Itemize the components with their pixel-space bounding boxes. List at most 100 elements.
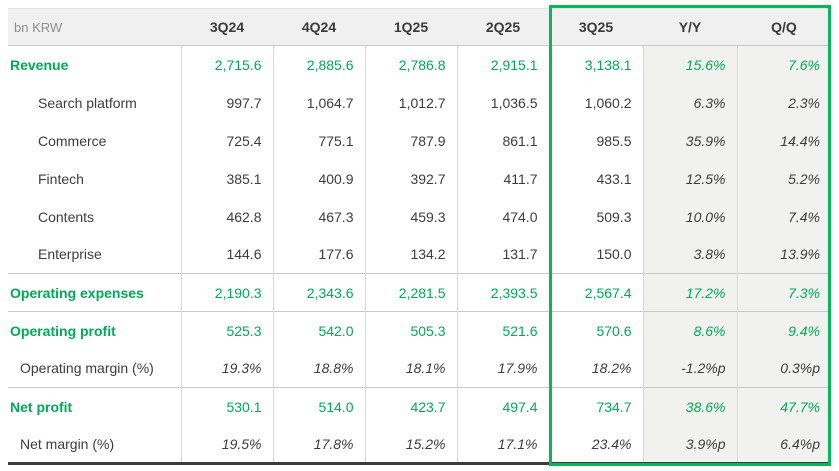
cell-2q25: 1,036.5: [456, 83, 549, 122]
cell-4q24: 177.6: [272, 235, 365, 274]
cell-3q25: 18.2%: [548, 349, 643, 388]
cell-3q25: 150.0: [548, 235, 643, 274]
cell-qq: 47.7%: [736, 387, 831, 426]
cell-3q24: 2,190.3: [180, 273, 273, 312]
cell-yy: 3.8%: [642, 235, 737, 274]
row-label: Operating margin (%): [8, 349, 181, 388]
cell-2q25: 411.7: [456, 159, 549, 198]
cell-2q25: 521.6: [456, 311, 549, 350]
table-row: Enterprise 144.6 177.6 134.2 131.7 150.0 3.8% 1…: [8, 235, 831, 274]
cell-2q25: 2,915.1: [456, 45, 549, 84]
cell-qq: 7.4%: [736, 197, 831, 236]
column-header-3q24: 3Q24: [181, 8, 273, 46]
cell-qq: 5.2%: [736, 159, 831, 198]
column-header-qoq: Q/Q: [737, 8, 831, 46]
cell-3q24: 997.7: [180, 83, 273, 122]
cell-2q25: 17.9%: [456, 349, 549, 388]
cell-4q24: 400.9: [272, 159, 365, 198]
header-row: bn KRW 3Q24 4Q24 1Q25 2Q25 3Q25 Y/Y Q/Q: [8, 8, 831, 46]
row-label: Net margin (%): [8, 425, 181, 464]
cell-yy: 15.6%: [642, 45, 737, 84]
cell-3q24: 144.6: [180, 235, 273, 274]
cell-3q25: 985.5: [548, 121, 643, 160]
cell-yy: 6.3%: [642, 83, 737, 122]
cell-2q25: 131.7: [456, 235, 549, 274]
cell-3q25: 23.4%: [548, 425, 643, 464]
row-label: Enterprise: [8, 235, 181, 274]
cell-3q24: 525.3: [180, 311, 273, 350]
cell-yy: 12.5%: [642, 159, 737, 198]
cell-2q25: 861.1: [456, 121, 549, 160]
column-header-1q25: 1Q25: [365, 8, 457, 46]
row-label: Search platform: [8, 83, 181, 122]
row-label: Commerce: [8, 121, 181, 160]
table-row: Fintech 385.1 400.9 392.7 411.7 433.1 12.5% 5.2…: [8, 159, 831, 198]
cell-3q24: 530.1: [180, 387, 273, 426]
table-row: Revenue 2,715.6 2,885.6 2,786.8 2,915.1 3,138…: [8, 45, 831, 84]
cell-3q25: 433.1: [548, 159, 643, 198]
cell-3q24: 2,715.6: [180, 45, 273, 84]
cell-qq: 9.4%: [736, 311, 831, 350]
cell-3q24: 462.8: [180, 197, 273, 236]
cell-3q24: 725.4: [180, 121, 273, 160]
cell-3q25: 509.3: [548, 197, 643, 236]
column-header-2q25: 2Q25: [457, 8, 549, 46]
cell-yy: 35.9%: [642, 121, 737, 160]
cell-yy: 3.9%p: [642, 425, 737, 464]
cell-qq: 7.6%: [736, 45, 831, 84]
cell-qq: 2.3%: [736, 83, 831, 122]
cell-1q25: 1,012.7: [364, 83, 457, 122]
row-label: Revenue: [8, 45, 181, 84]
cell-3q25: 570.6: [548, 311, 643, 350]
cell-2q25: 2,393.5: [456, 273, 549, 312]
cell-1q25: 423.7: [364, 387, 457, 426]
table-row: Operating margin (%) 19.3% 18.8% 18.1% 17.9%…: [8, 349, 831, 388]
cell-1q25: 2,281.5: [364, 273, 457, 312]
table-row: Commerce 725.4 775.1 787.9 861.1 985.5 35.9% 14…: [8, 121, 831, 160]
cell-4q24: 514.0: [272, 387, 365, 426]
table-row: Net margin (%) 19.5% 17.8% 15.2% 17.1% 23.4% 3…: [8, 425, 831, 464]
quarterly-results-table: bn KRW 3Q24 4Q24 1Q25 2Q25 3Q25 Y/Y Q/Q …: [8, 8, 831, 465]
table-row: Operating profit 525.3 542.0 505.3 521.6 570.…: [8, 311, 831, 350]
cell-3q25: 3,138.1: [548, 45, 643, 84]
unit-label: bn KRW: [8, 8, 181, 46]
cell-1q25: 787.9: [364, 121, 457, 160]
cell-yy: -1.2%p: [642, 349, 737, 388]
table-row: Search platform 997.7 1,064.7 1,012.7 1,036.…: [8, 83, 831, 122]
cell-yy: 38.6%: [642, 387, 737, 426]
cell-yy: 10.0%: [642, 197, 737, 236]
cell-3q25: 1,060.2: [548, 83, 643, 122]
cell-3q24: 19.5%: [180, 425, 273, 464]
cell-2q25: 497.4: [456, 387, 549, 426]
cell-2q25: 17.1%: [456, 425, 549, 464]
cell-4q24: 18.8%: [272, 349, 365, 388]
cell-2q25: 474.0: [456, 197, 549, 236]
row-label: Operating expenses: [8, 273, 181, 312]
cell-4q24: 542.0: [272, 311, 365, 350]
column-header-3q25: 3Q25: [549, 8, 643, 46]
row-label: Net profit: [8, 387, 181, 426]
cell-qq: 14.4%: [736, 121, 831, 160]
cell-3q24: 19.3%: [180, 349, 273, 388]
row-label: Operating profit: [8, 311, 181, 350]
cell-qq: 7.3%: [736, 273, 831, 312]
column-header-4q24: 4Q24: [273, 8, 365, 46]
table-row: Net profit 530.1 514.0 423.7 497.4 734.7 38.6%…: [8, 387, 831, 426]
row-label: Contents: [8, 197, 181, 236]
cell-1q25: 459.3: [364, 197, 457, 236]
cell-1q25: 392.7: [364, 159, 457, 198]
cell-3q24: 385.1: [180, 159, 273, 198]
cell-1q25: 18.1%: [364, 349, 457, 388]
cell-yy: 17.2%: [642, 273, 737, 312]
cell-1q25: 15.2%: [364, 425, 457, 464]
cell-qq: 0.3%p: [736, 349, 831, 388]
cell-4q24: 2,885.6: [272, 45, 365, 84]
cell-qq: 13.9%: [736, 235, 831, 274]
table-row: Contents 462.8 467.3 459.3 474.0 509.3 10.0% 7.…: [8, 197, 831, 236]
cell-qq: 6.4%p: [736, 425, 831, 464]
cell-4q24: 467.3: [272, 197, 365, 236]
cell-4q24: 17.8%: [272, 425, 365, 464]
cell-1q25: 505.3: [364, 311, 457, 350]
cell-1q25: 134.2: [364, 235, 457, 274]
cell-4q24: 2,343.6: [272, 273, 365, 312]
